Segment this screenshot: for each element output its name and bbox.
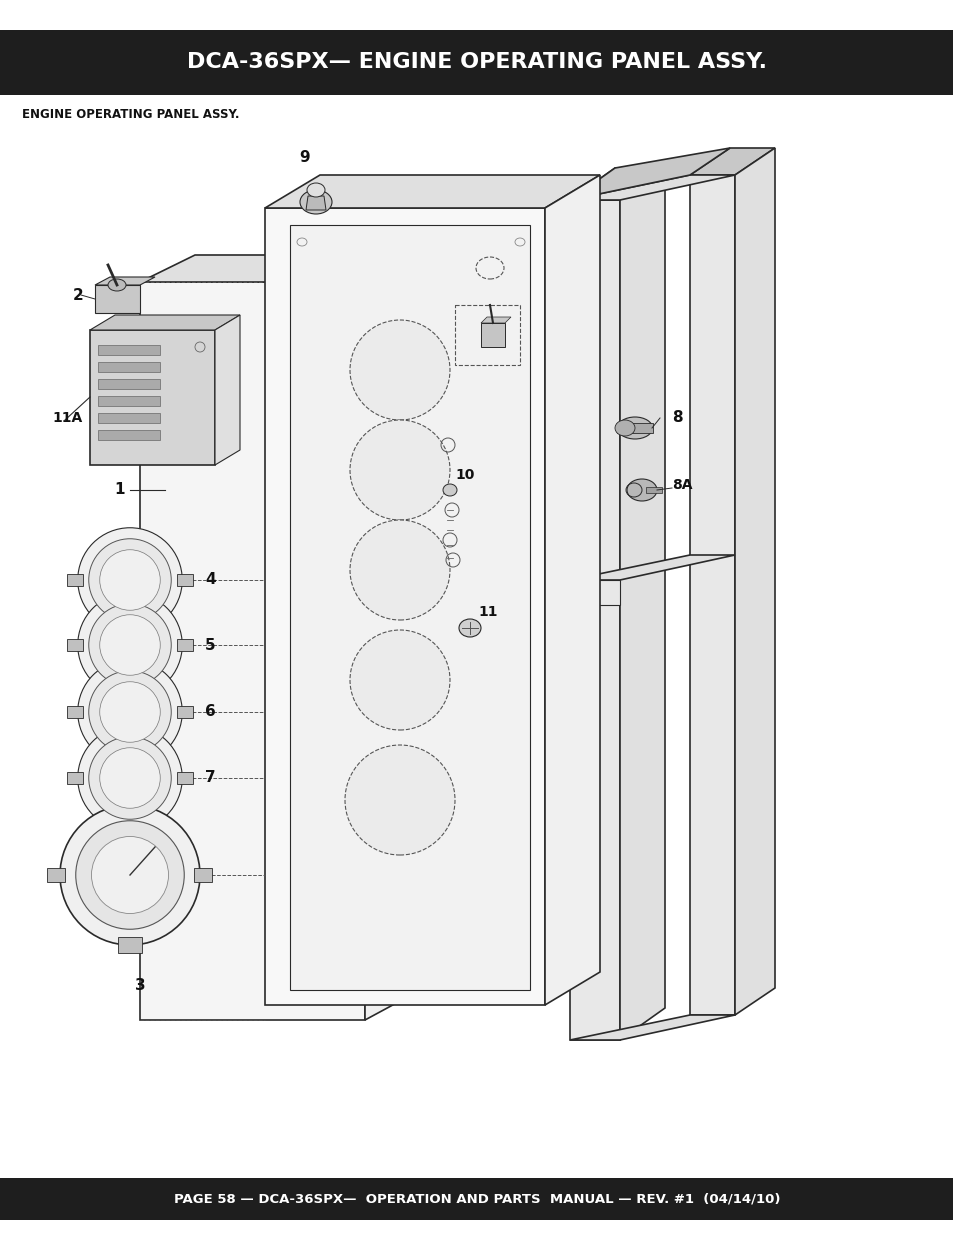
Polygon shape	[645, 487, 661, 493]
Polygon shape	[98, 412, 160, 424]
Ellipse shape	[100, 682, 160, 742]
Polygon shape	[544, 175, 599, 1005]
Polygon shape	[95, 285, 140, 312]
Polygon shape	[569, 168, 664, 200]
Polygon shape	[98, 430, 160, 440]
Polygon shape	[480, 317, 511, 324]
Polygon shape	[177, 706, 193, 718]
Polygon shape	[569, 200, 619, 1040]
Polygon shape	[120, 825, 140, 839]
Polygon shape	[67, 638, 83, 651]
Bar	[0, 30, 953, 95]
Ellipse shape	[89, 737, 172, 819]
Ellipse shape	[458, 619, 480, 637]
Text: 8: 8	[671, 410, 682, 426]
Bar	[0, 1178, 953, 1220]
Ellipse shape	[77, 593, 182, 698]
Polygon shape	[140, 282, 365, 1020]
Ellipse shape	[350, 320, 450, 420]
Polygon shape	[569, 175, 734, 200]
Text: 8A: 8A	[671, 478, 692, 492]
Text: 11: 11	[477, 605, 497, 619]
Polygon shape	[689, 175, 734, 1015]
Polygon shape	[617, 424, 652, 433]
Polygon shape	[90, 330, 214, 466]
Text: DCA-36SPX— ENGINE OPERATING PANEL ASSY.: DCA-36SPX— ENGINE OPERATING PANEL ASSY.	[187, 53, 766, 73]
Ellipse shape	[91, 836, 169, 914]
Polygon shape	[365, 254, 415, 1020]
Polygon shape	[67, 706, 83, 718]
Text: 6: 6	[205, 704, 215, 720]
Polygon shape	[98, 396, 160, 406]
Text: 5: 5	[205, 637, 215, 652]
Polygon shape	[120, 626, 140, 641]
Polygon shape	[569, 555, 734, 580]
Polygon shape	[265, 175, 599, 207]
Ellipse shape	[89, 538, 172, 621]
Ellipse shape	[350, 520, 450, 620]
Ellipse shape	[100, 550, 160, 610]
Text: 7: 7	[205, 771, 215, 785]
Ellipse shape	[100, 747, 160, 808]
Text: 1: 1	[114, 483, 125, 498]
Ellipse shape	[350, 420, 450, 520]
Polygon shape	[67, 574, 83, 585]
Polygon shape	[118, 936, 142, 952]
Ellipse shape	[108, 279, 126, 291]
Ellipse shape	[77, 659, 182, 764]
Polygon shape	[140, 254, 415, 282]
Ellipse shape	[299, 190, 332, 214]
Ellipse shape	[442, 484, 456, 496]
Text: 3: 3	[134, 977, 145, 993]
Ellipse shape	[307, 183, 325, 198]
Polygon shape	[67, 772, 83, 784]
Ellipse shape	[77, 726, 182, 830]
Polygon shape	[120, 692, 140, 705]
Polygon shape	[98, 345, 160, 354]
Polygon shape	[177, 638, 193, 651]
Polygon shape	[265, 207, 544, 1005]
Polygon shape	[569, 148, 729, 200]
Text: 11A: 11A	[52, 411, 82, 425]
Polygon shape	[177, 772, 193, 784]
Ellipse shape	[350, 630, 450, 730]
Ellipse shape	[345, 745, 455, 855]
Text: ENGINE OPERATING PANEL ASSY.: ENGINE OPERATING PANEL ASSY.	[22, 109, 239, 121]
Ellipse shape	[617, 417, 652, 438]
Text: 9: 9	[299, 151, 310, 165]
Polygon shape	[734, 148, 774, 1015]
Ellipse shape	[615, 420, 635, 436]
Ellipse shape	[60, 805, 200, 945]
Polygon shape	[194, 868, 213, 882]
Polygon shape	[214, 315, 240, 466]
Polygon shape	[569, 580, 619, 605]
Polygon shape	[290, 225, 530, 990]
Text: 2: 2	[73, 288, 84, 303]
Polygon shape	[480, 324, 504, 347]
Polygon shape	[98, 379, 160, 389]
Ellipse shape	[626, 479, 657, 501]
Polygon shape	[120, 758, 140, 773]
Ellipse shape	[89, 671, 172, 753]
Ellipse shape	[77, 527, 182, 632]
Polygon shape	[689, 148, 774, 175]
Text: 4: 4	[205, 573, 215, 588]
Ellipse shape	[89, 604, 172, 687]
Polygon shape	[569, 1015, 734, 1040]
Ellipse shape	[100, 615, 160, 676]
Polygon shape	[619, 168, 664, 1040]
Text: PAGE 58 — DCA-36SPX—  OPERATION AND PARTS  MANUAL — REV. #1  (04/14/10): PAGE 58 — DCA-36SPX— OPERATION AND PARTS…	[173, 1193, 780, 1205]
Polygon shape	[90, 315, 240, 330]
Polygon shape	[177, 574, 193, 585]
Polygon shape	[48, 868, 66, 882]
Ellipse shape	[75, 821, 184, 929]
Polygon shape	[98, 362, 160, 372]
Polygon shape	[306, 196, 326, 210]
Text: 10: 10	[455, 468, 474, 482]
Polygon shape	[95, 277, 154, 285]
